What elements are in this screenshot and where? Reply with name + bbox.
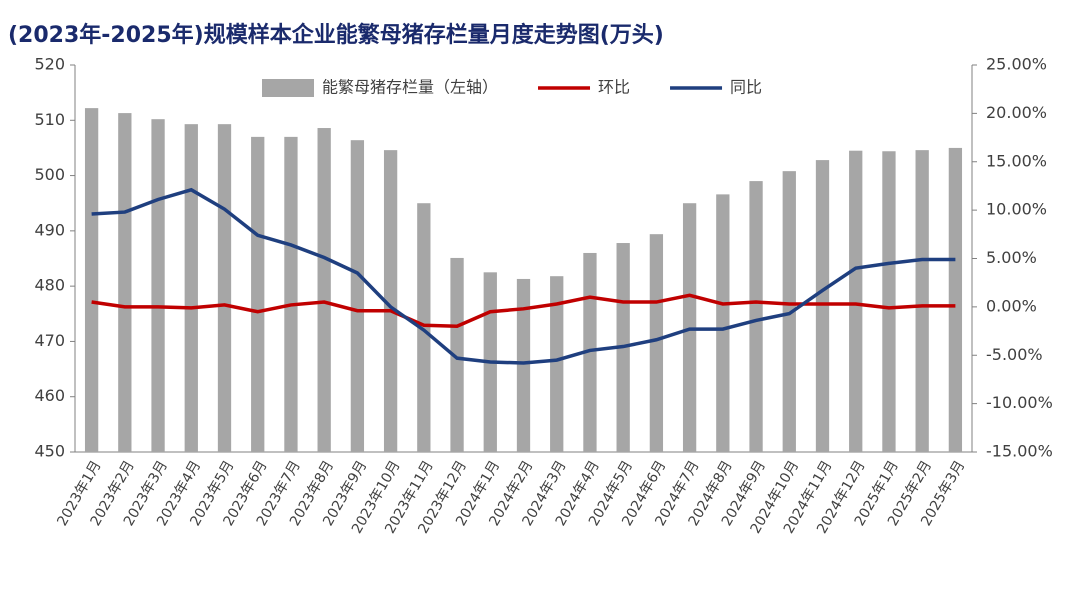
bar [749, 181, 763, 452]
line [91, 293, 956, 328]
bar [184, 124, 198, 453]
bar [450, 257, 464, 452]
line [91, 187, 956, 365]
legend-swatch [262, 79, 314, 97]
bar [550, 276, 564, 452]
bar [948, 147, 963, 452]
bar [583, 252, 597, 452]
chart-title: (2023年-2025年)规模样本企业能繁母猪存栏量月度走势图(万头) [8, 22, 664, 48]
bar [284, 136, 298, 452]
y2-tick-label: 0.00% [986, 296, 1037, 315]
bar [151, 119, 165, 453]
legend-label: 环比 [598, 78, 630, 97]
bar [417, 203, 431, 452]
y2-tick-label: -5.00% [986, 345, 1043, 364]
y2-tick-label: 20.00% [986, 103, 1047, 122]
y2-tick-label: -10.00% [986, 393, 1053, 412]
legend-label: 能繁母猪存栏量（左轴） [322, 78, 498, 97]
bar [350, 140, 365, 452]
bar [849, 150, 863, 452]
y-tick-label: 470 [34, 331, 65, 350]
bar [383, 150, 398, 452]
y-tick-label: 460 [34, 386, 65, 405]
bar [915, 150, 929, 452]
y2-tick-label: -15.00% [986, 442, 1053, 461]
y2-tick-label: 10.00% [986, 200, 1047, 219]
bar [516, 278, 531, 452]
y-tick-label: 490 [34, 220, 65, 239]
y-tick-label: 450 [34, 442, 65, 461]
y-tick-label: 520 [34, 55, 65, 74]
bar [118, 113, 132, 452]
bar [317, 128, 331, 453]
y-tick-label: 480 [34, 276, 65, 295]
y2-tick-label: 25.00% [986, 55, 1047, 74]
bar [716, 194, 730, 452]
y2-tick-label: 5.00% [986, 248, 1037, 267]
bar [649, 234, 664, 452]
bar [251, 136, 265, 452]
legend-label: 同比 [730, 78, 762, 97]
bar [84, 108, 99, 452]
bar [882, 151, 896, 452]
y2-tick-label: 15.00% [986, 151, 1047, 170]
y-tick-label: 500 [34, 165, 65, 184]
bar [217, 124, 232, 453]
y-tick-label: 510 [34, 110, 65, 129]
bar [815, 160, 830, 452]
